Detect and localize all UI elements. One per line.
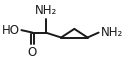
Text: O: O (28, 46, 37, 59)
Text: NH₂: NH₂ (101, 26, 123, 39)
Text: HO: HO (2, 24, 20, 37)
Text: NH₂: NH₂ (35, 4, 57, 17)
